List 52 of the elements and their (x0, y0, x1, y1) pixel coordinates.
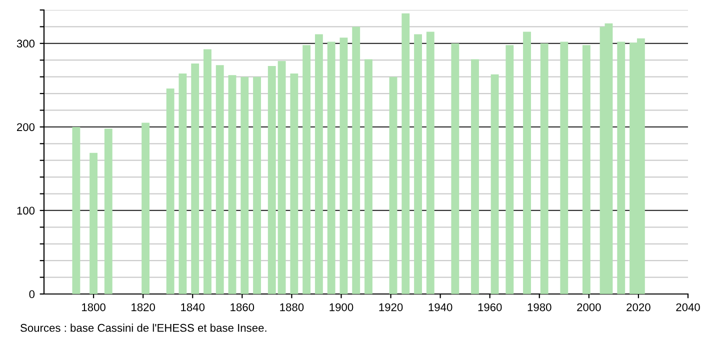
bar (506, 45, 514, 294)
bar (352, 26, 360, 294)
x-tick-label: 1920 (379, 303, 403, 312)
bar (166, 88, 174, 294)
bar (178, 73, 187, 294)
bar (90, 152, 98, 294)
bar (228, 75, 236, 294)
bar (268, 66, 276, 294)
bar (426, 32, 434, 294)
bar (340, 38, 348, 294)
x-tick-label: 1980 (528, 303, 552, 312)
bar (451, 43, 460, 294)
bar (389, 76, 398, 294)
bar (414, 34, 422, 294)
x-tick-label: 1820 (132, 303, 155, 312)
x-tick-label: 1960 (478, 303, 502, 312)
bar (302, 45, 311, 294)
bar (327, 42, 336, 294)
bar (364, 59, 372, 294)
y-tick-label: 200 (16, 123, 35, 132)
source-note: Sources : base Cassini de l'EHESS et base Insee. (20, 324, 266, 332)
bar (540, 43, 548, 294)
x-tick-label: 1860 (230, 303, 254, 312)
x-tick-label: 1940 (428, 303, 452, 312)
bar (142, 122, 150, 294)
bar (253, 76, 261, 294)
y-tick-label: 300 (16, 40, 35, 48)
bar (617, 42, 626, 294)
bar (523, 32, 531, 294)
x-tick-label: 2000 (577, 303, 601, 312)
bar (240, 76, 249, 294)
bar (216, 65, 224, 294)
bar (402, 13, 410, 294)
bar (204, 49, 212, 294)
x-tick-label: 1880 (280, 303, 304, 312)
bar (278, 60, 286, 294)
y-tick-label: 100 (17, 206, 35, 215)
bar (560, 42, 568, 294)
bar (582, 45, 590, 294)
bar (314, 34, 323, 294)
x-tick-label: 2020 (626, 303, 650, 312)
x-tick-label: 1840 (181, 303, 205, 312)
x-tick-label: 1800 (82, 303, 106, 312)
x-tick-label: 2040 (676, 303, 700, 312)
bar (471, 59, 479, 294)
y-tick-label: 0 (29, 290, 35, 298)
bar (104, 128, 112, 294)
bar (490, 74, 499, 294)
bar (290, 73, 298, 294)
bar (72, 126, 80, 294)
bar (191, 63, 200, 294)
x-tick-label: 1900 (330, 303, 354, 312)
